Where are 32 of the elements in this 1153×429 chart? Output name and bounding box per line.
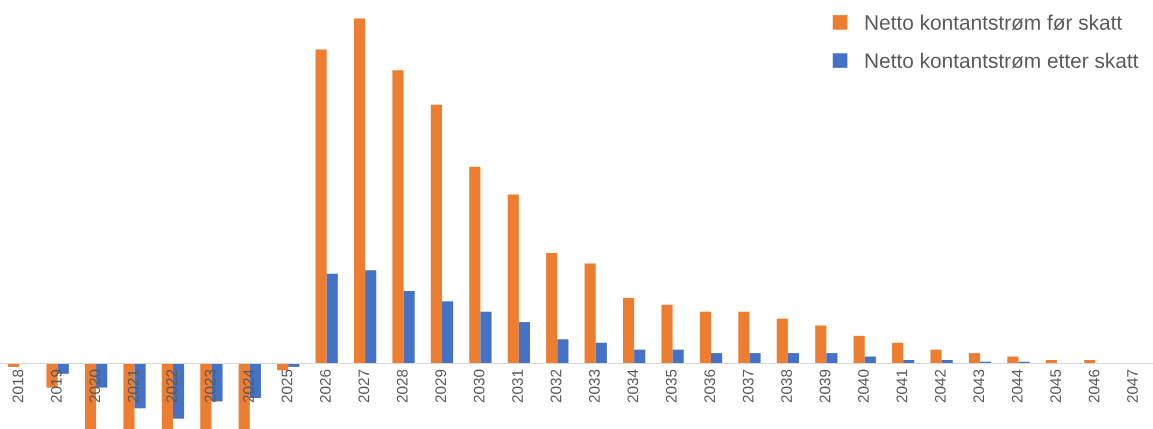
x-tick-label: 2035: [665, 369, 677, 403]
x-tick-label: 2047: [1127, 369, 1138, 403]
x-tick-label: 2032: [550, 369, 562, 403]
x-tick-label: 2045: [1050, 369, 1062, 403]
x-tick-label: 2036: [704, 369, 716, 403]
x-tick-label: 2026: [319, 369, 331, 403]
x-tick-label: 2041: [896, 369, 908, 403]
x-tick-label: 2024: [243, 369, 254, 403]
x-tick-label: 2023: [204, 369, 216, 403]
x-tick-label: 2039: [819, 369, 831, 403]
x-tick-label: 2042: [934, 369, 946, 403]
x-tick-label: 2030: [473, 369, 485, 403]
legend-label: Netto kontantstrøm etter skatt: [865, 52, 1139, 69]
x-tick-label: 2028: [396, 369, 408, 403]
x-tick-label: 2031: [512, 369, 523, 403]
x-tick-label: 2021: [127, 369, 139, 403]
x-tick-label: 2043: [973, 369, 985, 403]
x-tick-label: 2046: [1088, 369, 1100, 403]
x-tick-label: 2020: [89, 369, 101, 403]
x-tick-label: 2034: [627, 369, 639, 403]
legend-label: Netto kontantstrøm før skatt: [865, 14, 1123, 31]
x-tick-label: 2027: [358, 369, 370, 403]
x-tick-label: 2038: [781, 369, 792, 403]
x-tick-label: 2018: [12, 369, 24, 403]
x-tick-label: 2022: [166, 369, 178, 403]
x-tick-label: 2044: [1011, 369, 1023, 403]
x-tick-label: 2040: [858, 369, 869, 403]
x-tick-label: 2019: [50, 369, 62, 403]
x-tick-label: 2033: [589, 369, 600, 403]
x-tick-label: 2029: [435, 369, 447, 403]
x-tick-label: 2025: [281, 369, 293, 403]
x-tick-label: 2037: [742, 369, 754, 403]
